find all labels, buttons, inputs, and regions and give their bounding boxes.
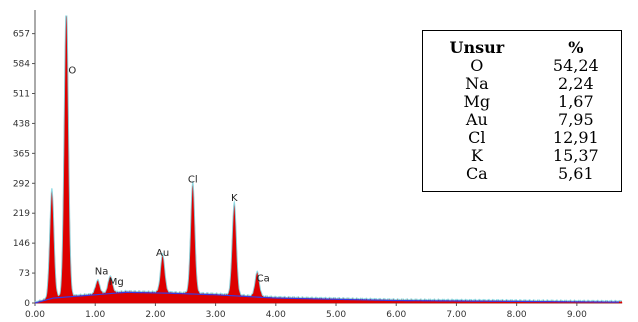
table-row: Mg 1,67 — [423, 93, 622, 111]
y-tick-label: 365 — [13, 149, 30, 159]
y-tick-label: 292 — [13, 179, 30, 189]
y-tick-label: 73 — [19, 269, 30, 279]
y-tick-label: 219 — [13, 209, 30, 219]
x-tick-label: 4.00 — [266, 310, 286, 320]
x-tick-label: 6.00 — [386, 310, 406, 320]
background-fit-line — [34, 291, 619, 304]
percent-cell: 1,67 — [558, 92, 594, 111]
x-tick-label: 3.00 — [206, 310, 226, 320]
element-cell: Cl — [468, 128, 486, 147]
x-tick-label: 0.00 — [25, 310, 45, 320]
x-tick-label: 8.00 — [507, 310, 527, 320]
table-row: Cl 12,91 — [423, 129, 622, 147]
peak-label-ca: Ca — [257, 274, 270, 285]
table-row: K 15,37 — [423, 147, 622, 165]
element-cell: Na — [465, 74, 489, 93]
composition-table: Unsur % O 54,24 Na 2,24 Mg 1,67 Au 7,95 … — [422, 30, 622, 192]
peak-label-o: O — [68, 65, 76, 76]
y-tick-label: 438 — [13, 119, 30, 129]
element-cell: Au — [465, 110, 488, 129]
y-tick-label: 657 — [13, 30, 30, 40]
x-tick-label: 1.00 — [85, 310, 105, 320]
element-cell: Mg — [463, 92, 491, 111]
y-tick-label: 0 — [24, 299, 30, 309]
y-tick-label: 584 — [13, 60, 30, 70]
y-tick-label: 511 — [13, 89, 30, 99]
percent-cell: 7,95 — [558, 110, 594, 129]
spectrum-overlay-line — [34, 15, 623, 303]
table-row: Na 2,24 — [423, 75, 622, 93]
x-tick-label: 7.00 — [446, 310, 466, 320]
table-header-row: Unsur % — [423, 31, 622, 58]
element-cell: Ca — [465, 164, 488, 183]
peak-label-na: Na — [95, 266, 109, 277]
table-row: Au 7,95 — [423, 111, 622, 129]
header-element: Unsur — [449, 38, 505, 57]
element-cell: O — [470, 56, 484, 75]
percent-cell: 5,61 — [558, 164, 594, 183]
y-tick-label: 146 — [13, 239, 30, 249]
table-row: O 54,24 — [423, 57, 622, 75]
peak-label-k: K — [231, 193, 238, 204]
peak-label-mg: Mg — [109, 277, 124, 288]
x-tick-label: 5.00 — [326, 310, 346, 320]
header-percent: % — [568, 38, 584, 57]
percent-cell: 15,37 — [552, 146, 599, 165]
x-tick-label: 2.00 — [145, 310, 165, 320]
percent-cell: 12,91 — [552, 128, 599, 147]
element-cell: K — [470, 146, 483, 165]
x-tick-label: 9.00 — [567, 310, 587, 320]
peak-label-cl: Cl — [188, 174, 198, 185]
peak-label-au: Au — [156, 248, 169, 259]
percent-cell: 2,24 — [558, 74, 594, 93]
table-row: Ca 5,61 — [423, 165, 622, 192]
percent-cell: 54,24 — [552, 56, 599, 75]
